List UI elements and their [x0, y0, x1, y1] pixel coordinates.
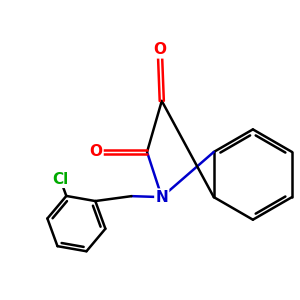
- Text: Cl: Cl: [52, 172, 68, 187]
- Text: O: O: [153, 42, 166, 57]
- Text: O: O: [89, 145, 103, 160]
- Text: N: N: [155, 190, 168, 205]
